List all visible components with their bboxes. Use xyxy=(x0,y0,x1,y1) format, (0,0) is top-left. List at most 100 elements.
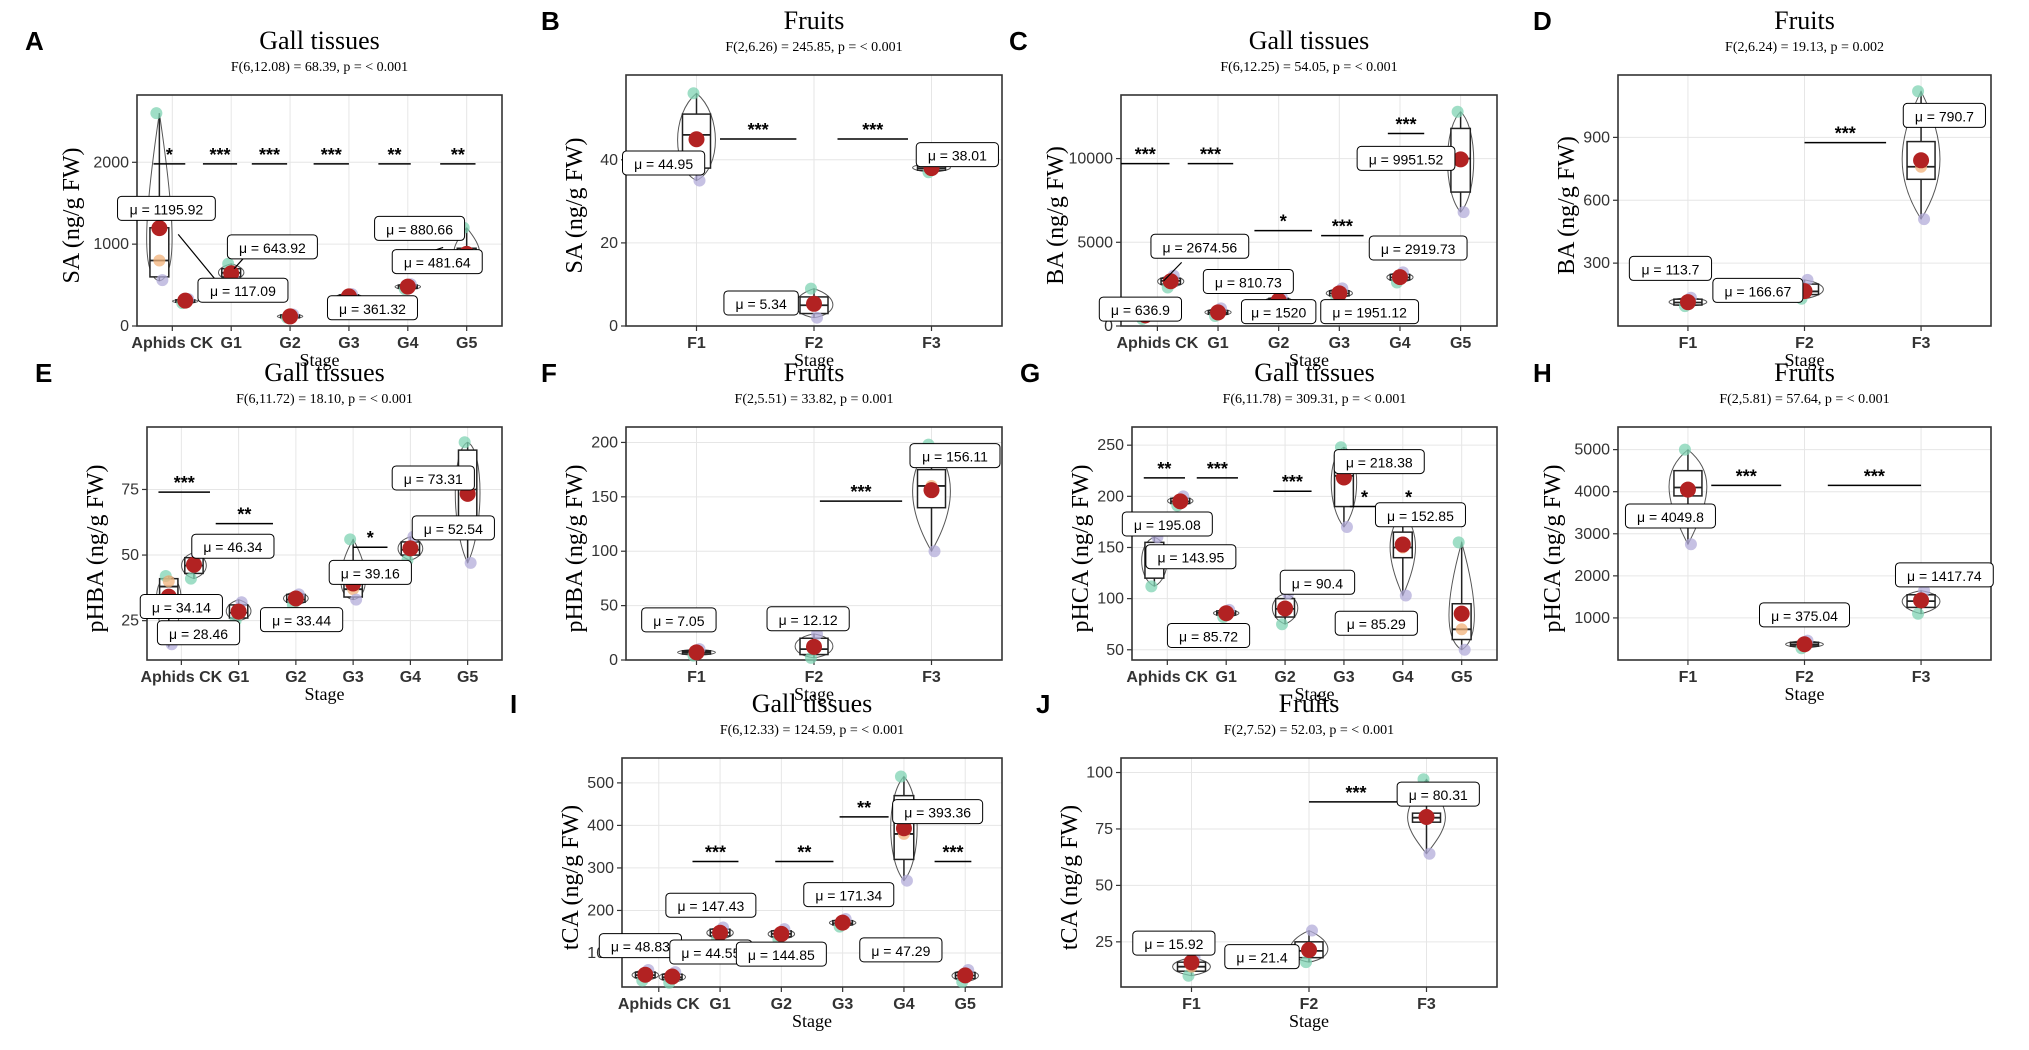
panel-statistic: F(6,12.08) = 68.39, p = < 0.001 xyxy=(231,60,408,75)
data-point xyxy=(184,572,197,585)
y-tick-label: 4000 xyxy=(1574,484,1610,501)
significance-marker: ** xyxy=(237,505,251,525)
x-category-label: F1 xyxy=(687,335,706,352)
data-point xyxy=(1452,536,1465,549)
mean-label-box xyxy=(1132,930,1216,956)
mean-point xyxy=(712,924,729,941)
mean-point xyxy=(806,638,822,655)
data-point xyxy=(150,107,163,120)
mean-label-box xyxy=(1098,296,1183,322)
mean-label: μ = 33.44 xyxy=(259,607,344,633)
box-group xyxy=(394,278,422,296)
mean-label-text: μ = 1951.12 xyxy=(1332,305,1407,321)
y-tick-label: 75 xyxy=(121,481,139,498)
mean-label: μ = 790.7 xyxy=(1902,102,1986,128)
significance-marker: * xyxy=(1405,488,1412,508)
mean-label-text: μ = 90.4 xyxy=(1292,575,1343,591)
significance-marker: *** xyxy=(1135,145,1156,165)
box-group xyxy=(1386,266,1414,289)
box-group xyxy=(951,963,979,988)
box-group xyxy=(1157,269,1185,294)
y-tick-label: 2000 xyxy=(93,154,129,171)
mean-label: μ = 117.09 xyxy=(197,277,289,303)
box-group xyxy=(1447,105,1475,219)
panel-title: Gall tissues xyxy=(752,689,873,718)
mean-label: μ = 1520 xyxy=(1240,299,1317,325)
panel-letter: C xyxy=(1009,26,1028,56)
mean-point xyxy=(1452,151,1469,168)
box-group xyxy=(1389,505,1417,602)
x-category-label: G4 xyxy=(397,335,418,352)
mean-point xyxy=(688,644,705,661)
box-group xyxy=(1204,302,1232,322)
mean-label-box xyxy=(191,533,275,559)
y-tick-label: 50 xyxy=(121,547,139,564)
data-point xyxy=(344,533,357,546)
mean-label-box xyxy=(1894,562,1994,588)
mean-label-box xyxy=(1396,781,1480,807)
y-tick-label: 200 xyxy=(1097,488,1124,505)
panel-statistic: F(2,7.52) = 52.03, p = < 0.001 xyxy=(1224,723,1394,738)
y-tick-label: 40 xyxy=(600,152,618,169)
box-group xyxy=(1901,584,1941,620)
y-tick-label: 300 xyxy=(587,860,614,877)
mean-label: μ = 52.54 xyxy=(411,515,495,541)
box-group xyxy=(658,966,686,989)
mean-label-text: μ = 38.01 xyxy=(928,148,987,164)
x-category-label: G5 xyxy=(1450,335,1471,352)
mean-label: μ = 47.29 xyxy=(859,937,943,963)
data-point xyxy=(1457,206,1470,219)
mean-label-text: μ = 52.54 xyxy=(424,521,483,537)
x-category-label: F2 xyxy=(1300,996,1319,1013)
mean-point xyxy=(1453,605,1470,622)
mean-label: μ = 1195.92 xyxy=(117,195,216,221)
panel-statistic: F(2,6.26) = 245.85, p = < 0.001 xyxy=(725,40,902,55)
panel-j: J Fruits F(2,7.52) = 52.03, p = < 0.001 25 5… xyxy=(1036,689,1498,1031)
panel-h: H Fruits F(2,5.81) = 57.64, p = < 0.001 100… xyxy=(1533,358,1994,704)
significance-marker: *** xyxy=(174,473,195,493)
significance-marker: *** xyxy=(1736,466,1757,486)
mean-label-box xyxy=(766,606,850,632)
significance-marker: *** xyxy=(1282,472,1303,492)
mean-label-text: μ = 85.72 xyxy=(1179,628,1238,644)
panel-statistic: F(6,12.25) = 54.05, p = < 0.001 xyxy=(1220,60,1397,75)
y-axis-title: pHCA (ng/g FW) xyxy=(1540,465,1566,633)
mean-label-box xyxy=(326,295,418,321)
mean-label-text: μ = 156.11 xyxy=(922,449,988,465)
panel-title: Fruits xyxy=(1279,689,1340,718)
leader-line xyxy=(1163,261,1183,282)
y-axis-title: BA (ng/g FW) xyxy=(1554,136,1580,275)
mean-label-box xyxy=(1279,569,1356,595)
panel-b: B Fruits F(2,6.26) = 245.85, p = < 0.001 0 2… xyxy=(541,6,1003,370)
mean-label-text: μ = 810.73 xyxy=(1215,274,1282,290)
x-axis-title: Stage xyxy=(1295,684,1335,704)
x-category-label: G1 xyxy=(709,996,730,1013)
y-tick-label: 25 xyxy=(121,613,139,630)
significance-marker: *** xyxy=(1396,114,1417,134)
mean-label-text: μ = 643.92 xyxy=(239,240,306,256)
data-point xyxy=(153,254,166,267)
x-axis-title: Stage xyxy=(305,684,345,704)
y-axis-title: tCA (ng/g FW) xyxy=(1057,805,1083,950)
mean-label-box xyxy=(1145,544,1237,570)
data-point xyxy=(1918,213,1931,226)
mean-point xyxy=(151,220,168,237)
x-category-label: G5 xyxy=(456,335,477,352)
panel-c: C Gall tissues F(6,12.25) = 54.05, p = < 0… xyxy=(1009,26,1498,370)
mean-label-text: μ = 790.7 xyxy=(1915,108,1974,124)
mean-point xyxy=(637,966,654,983)
y-axis-title: BA (ng/g FW) xyxy=(1043,146,1069,285)
mean-label: μ = 171.34 xyxy=(803,882,895,908)
mean-label: μ = 38.01 xyxy=(915,142,999,168)
mean-label-box xyxy=(909,443,1001,469)
significance-marker: *** xyxy=(850,482,871,502)
panel-letter: D xyxy=(1533,6,1552,36)
x-category-label: Aphids CK xyxy=(618,996,700,1013)
mean-label-box xyxy=(1902,102,1986,128)
panel-title: Fruits xyxy=(784,6,845,35)
mean-label: μ = 643.92 xyxy=(226,234,318,260)
mean-label-text: μ = 21.4 xyxy=(1236,950,1287,966)
mean-label-box xyxy=(735,941,827,967)
mean-label: μ = 143.95 xyxy=(1145,544,1237,570)
mean-point xyxy=(664,968,681,985)
